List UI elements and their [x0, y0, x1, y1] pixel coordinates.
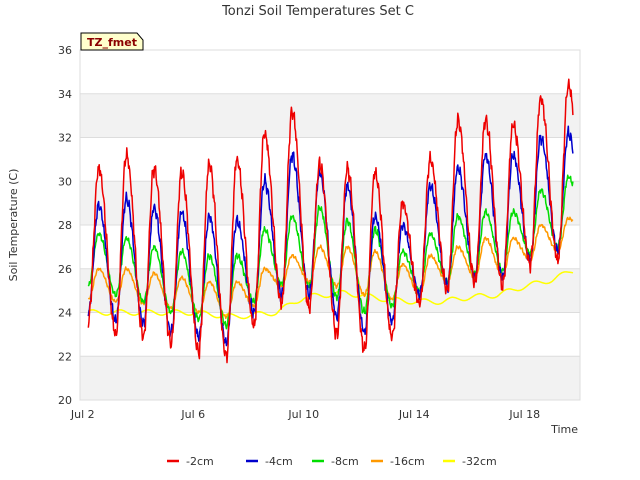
y-tick-label: 24 [58, 307, 72, 320]
y-axis-label: Soil Temperature (C) [7, 169, 20, 282]
series-lines [87, 78, 574, 364]
y-tick-label: 30 [58, 175, 72, 188]
y-axis-tick-labels: 20 22 24 26 28 30 32 34 36 [58, 44, 72, 407]
x-tick-label: Jul 6 [180, 408, 205, 421]
site-badge: TZ_fmet [80, 32, 144, 51]
plot-band [80, 93, 580, 138]
y-tick-label: 20 [58, 394, 72, 407]
y-tick-label: 32 [58, 132, 72, 145]
plot-area-frame [79, 49, 581, 401]
x-tick-label: Jul 10 [287, 408, 319, 421]
legend-label: -8cm [331, 455, 359, 468]
x-axis-label: Time [550, 423, 578, 436]
chart-legend: -2cm -4cm -8cm -16cm -32cm [167, 455, 497, 468]
x-tick-label: Jul 2 [70, 408, 95, 421]
legend-label: -16cm [390, 455, 425, 468]
legend-label: -2cm [186, 455, 214, 468]
y-tick-label: 28 [58, 219, 72, 232]
x-tick-label: Jul 14 [398, 408, 430, 421]
x-tick-label: Jul 18 [508, 408, 540, 421]
plot-band [80, 181, 580, 225]
y-tick-label: 26 [58, 263, 72, 276]
series-line-minus-4cm [87, 125, 574, 347]
plot-band [80, 356, 580, 400]
y-tick-label: 34 [58, 88, 72, 101]
y-tick-label: 22 [58, 350, 72, 363]
y-tick-label: 36 [58, 44, 72, 57]
site-badge-background [80, 32, 144, 51]
series-line-minus-2cm [87, 78, 574, 364]
chart-title: Tonzi Soil Temperatures Set C [221, 4, 414, 19]
site-badge-label: TZ_fmet [87, 36, 137, 49]
x-axis-tick-labels: Jul 2 Jul 6 Jul 10 Jul 14 Jul 18 [70, 408, 540, 421]
plot-background-bands [80, 93, 580, 400]
legend-label: -4cm [265, 455, 293, 468]
legend-label: -32cm [462, 455, 497, 468]
